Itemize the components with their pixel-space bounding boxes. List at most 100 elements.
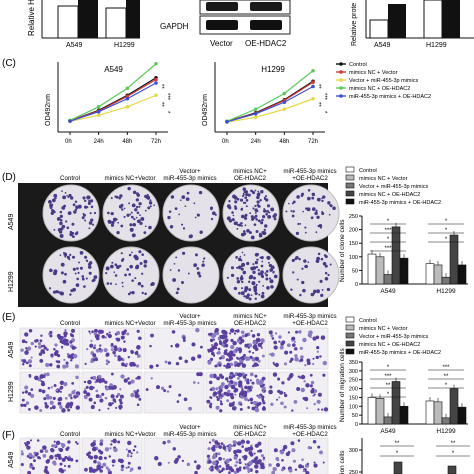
- culture-plate: [42, 246, 100, 304]
- stained-cell: [192, 381, 196, 384]
- stained-cell: [313, 402, 316, 406]
- stained-cell: [304, 363, 307, 367]
- colony: [257, 269, 260, 272]
- stained-cell: [21, 363, 25, 366]
- stained-cell: [178, 393, 182, 397]
- stained-cell: [119, 401, 123, 405]
- stained-cell: [284, 393, 288, 398]
- stained-cell: [98, 395, 102, 399]
- stained-cell: [52, 460, 57, 465]
- colony: [84, 219, 87, 222]
- stained-cell: [24, 390, 28, 394]
- stained-cell: [42, 351, 46, 355]
- stained-cell: [281, 458, 284, 462]
- stained-cell: [76, 442, 79, 445]
- stained-cell: [277, 377, 281, 381]
- stained-cell: [292, 343, 296, 347]
- stained-cell: [42, 344, 46, 348]
- colony: [84, 255, 88, 259]
- colony: [235, 256, 238, 259]
- data-point: [125, 86, 130, 91]
- colony: [181, 223, 184, 226]
- colony: [72, 287, 76, 292]
- stained-cell: [247, 469, 251, 473]
- stained-cell: [218, 363, 222, 367]
- stained-cell: [246, 440, 250, 445]
- stained-cell: [88, 466, 93, 471]
- colony: [244, 196, 248, 200]
- colony: [111, 261, 114, 264]
- colony: [285, 210, 288, 213]
- stained-cell: [242, 390, 248, 396]
- significance-mark: **: [451, 441, 456, 447]
- colony: [86, 195, 91, 200]
- colony: [185, 197, 190, 202]
- stained-cell: [281, 340, 286, 345]
- colony: [59, 210, 63, 214]
- stained-cell: [49, 400, 54, 405]
- stained-cell: [233, 381, 236, 384]
- microscope-field: [143, 437, 205, 474]
- colony: [266, 255, 271, 260]
- stained-cell: [86, 392, 91, 397]
- stained-cell: [298, 464, 303, 469]
- colony: [146, 194, 149, 197]
- stained-cell: [239, 383, 243, 388]
- stained-cell: [249, 397, 254, 402]
- stained-cell: [23, 403, 27, 408]
- colony: [181, 251, 186, 255]
- stained-cell: [306, 407, 309, 410]
- stained-cell: [313, 461, 316, 464]
- stained-cell: [84, 395, 88, 400]
- stained-cell: [280, 401, 284, 406]
- stained-cell: [317, 408, 320, 411]
- colony: [149, 205, 152, 208]
- stained-cell: [40, 344, 44, 348]
- bar-a549-vector: [369, 19, 389, 39]
- colony: [196, 271, 201, 275]
- colony: [253, 223, 257, 226]
- stained-cell: [273, 340, 278, 345]
- stained-cell: [94, 357, 99, 362]
- colony: [131, 233, 136, 238]
- colony: [254, 211, 257, 214]
- colony: [242, 270, 247, 275]
- stained-cell: [283, 391, 286, 395]
- colony: [140, 217, 145, 221]
- colony: [129, 213, 132, 216]
- stained-cell: [276, 463, 280, 467]
- stained-cell: [211, 332, 217, 338]
- stained-cell: [126, 454, 130, 458]
- stained-cell: [56, 333, 61, 338]
- stained-cell: [88, 397, 93, 402]
- stained-cell: [212, 460, 215, 463]
- colony: [317, 252, 321, 256]
- stained-cell: [270, 352, 275, 357]
- stained-cell: [312, 336, 317, 341]
- stained-cell: [119, 394, 124, 399]
- stained-cell: [110, 443, 113, 446]
- stained-cell: [247, 343, 250, 346]
- stained-cell: [167, 361, 172, 365]
- column-header: miR-455-3p mimics: [163, 320, 216, 327]
- stained-cell: [222, 444, 225, 447]
- colony: [258, 293, 261, 296]
- colony: [245, 198, 249, 202]
- colony: [260, 264, 264, 268]
- stained-cell: [136, 389, 140, 393]
- stained-cell: [120, 374, 125, 379]
- colony: [311, 192, 316, 197]
- colony: [68, 258, 71, 261]
- stained-cell: [25, 401, 30, 405]
- stained-cell: [295, 330, 299, 334]
- colony: [248, 275, 253, 280]
- stained-cell: [224, 449, 227, 452]
- colony: [203, 257, 206, 260]
- colony: [120, 203, 124, 207]
- stained-cell: [273, 448, 278, 453]
- colony: [234, 197, 237, 200]
- colony: [122, 285, 124, 288]
- stained-cell: [125, 362, 129, 366]
- stained-cell: [177, 455, 181, 459]
